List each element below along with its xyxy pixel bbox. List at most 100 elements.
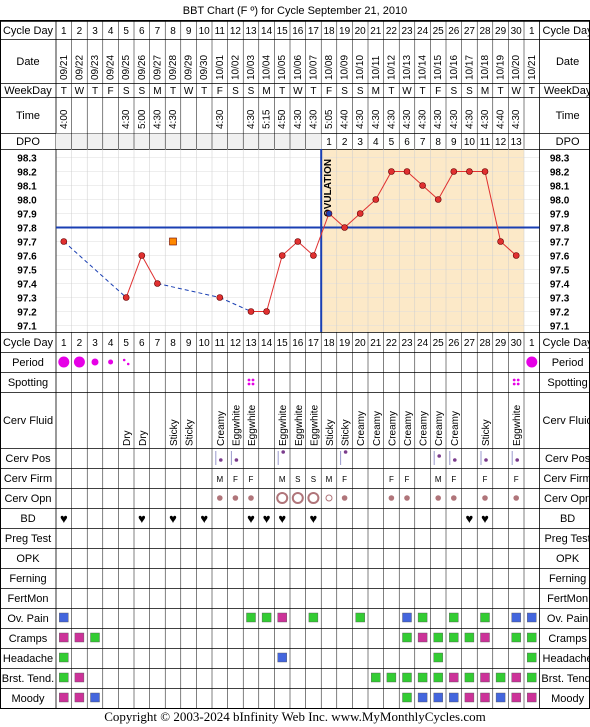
cerv-fluid-label: Eggwhite: [512, 404, 523, 446]
cerv-fluid-label: Creamy: [387, 411, 398, 446]
row-label-cerv_pos: Cerv Pos: [5, 453, 51, 465]
row-label-right-ov_pain: Ov. Pain: [547, 613, 588, 625]
row-label-time: Time: [16, 110, 40, 122]
date-label: 10/15: [433, 55, 444, 80]
cerv-fluid-label: Creamy: [403, 411, 414, 446]
cycle-day-label: 13: [245, 26, 257, 37]
symptom-marker-cramps: [480, 632, 490, 643]
weekday-label: S: [450, 86, 457, 97]
row-label-right-headache: Headache: [543, 653, 590, 665]
temp-line-segment: [219, 297, 252, 312]
temp-line-segment: [344, 213, 361, 228]
y-tick-label-left: 97.8: [17, 224, 37, 235]
symptom-marker-moody: [511, 692, 521, 703]
date-label: 10/05: [277, 55, 288, 80]
symptom-marker-cramps: [464, 632, 475, 643]
row-label-headache: Headache: [3, 653, 53, 665]
temp-point: [434, 196, 442, 203]
weekday-label: F: [326, 86, 332, 97]
temp-point: [60, 238, 68, 245]
cycle-day-label: 20: [355, 26, 367, 37]
y-tick-label-left: 97.2: [17, 308, 37, 319]
time-label: 4:00: [59, 109, 70, 129]
temp-line-segment: [422, 185, 439, 200]
cycle-day-label-bottom: 15: [277, 338, 289, 349]
y-tick-label-right: 98.2: [550, 168, 570, 179]
symptom-marker-brst-tend: [449, 672, 459, 683]
time-label: 4:50: [277, 109, 288, 129]
cycle-day-label-bottom: 18: [323, 338, 335, 349]
time-label: 4:30: [121, 109, 132, 129]
temp-point: [138, 252, 146, 259]
weekday-label: M: [481, 86, 489, 97]
date-label: 09/29: [184, 55, 195, 80]
cycle-day-label: 22: [386, 26, 398, 37]
cycle-day-label-bottom: 1: [529, 338, 535, 349]
row-label-right-cerv_fluid: Cerv Fluid: [543, 415, 590, 427]
cycle-day-label-bottom: 26: [448, 338, 460, 349]
bd-heart-icon: ♥: [481, 511, 489, 526]
cycle-day-label-bottom: 21: [370, 338, 382, 349]
symptom-marker-moody: [433, 692, 443, 703]
cerv-firm-label: F: [342, 475, 347, 484]
date-label: 09/24: [106, 55, 117, 80]
cycle-day-label: 12: [230, 26, 242, 37]
row-label-opk: OPK: [16, 553, 40, 565]
period-spotting-dot: [126, 362, 130, 366]
symptom-marker-moody: [527, 692, 537, 703]
temp-point: [263, 308, 270, 315]
y-tick-label-right: 98.1: [550, 182, 570, 193]
symptom-marker-headache: [277, 652, 287, 663]
cycle-day-label-bottom: 19: [339, 338, 351, 349]
row-label-fertmon: FertMon: [8, 593, 49, 605]
row-label-right-brst_tend: Brst. Tend.: [541, 673, 590, 685]
dpo-label: 7: [420, 137, 426, 148]
cerv-pos-dot: [234, 458, 239, 462]
row-label-cerv_fluid: Cerv Fluid: [3, 415, 53, 427]
cycle-day-label-bottom: 3: [92, 338, 98, 349]
y-tick-label-left: 97.6: [17, 252, 37, 263]
time-label: 4:30: [480, 109, 491, 129]
spotting-dot: [251, 378, 255, 382]
symptom-marker-moody: [74, 692, 85, 703]
temp-line-segment: [281, 241, 299, 256]
cerv-fluid-label: Sticky: [341, 419, 352, 446]
dpo-label: 4: [373, 137, 379, 148]
time-label: 4:30: [433, 109, 444, 129]
cerv-opn-marker: [513, 495, 519, 501]
bd-heart-icon: ♥: [200, 511, 208, 526]
period-marker: [58, 356, 70, 368]
y-tick-label-left: 98.1: [17, 182, 37, 193]
row-label-brst_tend: Brst. Tend.: [2, 673, 54, 685]
y-tick-label-left: 97.3: [17, 294, 37, 305]
symptom-marker-ov-pain: [59, 612, 69, 623]
period-marker: [108, 359, 114, 365]
y-tick-label-right: 98.3: [550, 154, 570, 165]
cerv-fluid-label: Eggwhite: [309, 404, 320, 446]
symptom-marker-brst-tend: [417, 672, 428, 683]
cycle-day-label-bottom: 20: [355, 338, 367, 349]
cycle-day-label-bottom: 8: [170, 338, 176, 349]
symptom-marker-cramps: [433, 632, 443, 643]
cycle-day-label-bottom: 9: [186, 338, 192, 349]
cerv-pos-dot: [515, 458, 519, 462]
cerv-firm-label: S: [311, 475, 316, 484]
weekday-label: S: [123, 86, 130, 97]
time-label: 4:40: [496, 109, 507, 129]
date-label: 10/16: [449, 55, 460, 80]
symptom-marker-brst-tend: [433, 672, 443, 683]
time-label: 5:00: [137, 109, 148, 129]
cerv-opn-marker: [291, 492, 304, 504]
cerv-firm-label: F: [451, 475, 456, 484]
row-label-right-cycle_day: Cycle Day: [543, 337, 590, 349]
time-label: 4:30: [386, 109, 397, 129]
period-marker: [73, 356, 85, 368]
cerv-firm-label: F: [389, 475, 394, 484]
cerv-fluid-label: Creamy: [216, 411, 227, 446]
weekday-label: W: [402, 86, 412, 97]
cycle-day-label: 29: [495, 26, 507, 37]
row-label-ov_pain: Ov. Pain: [7, 613, 48, 625]
y-tick-label-left: 97.5: [17, 266, 37, 277]
cycle-day-label: 18: [323, 26, 335, 37]
bd-heart-icon: ♥: [138, 511, 146, 526]
